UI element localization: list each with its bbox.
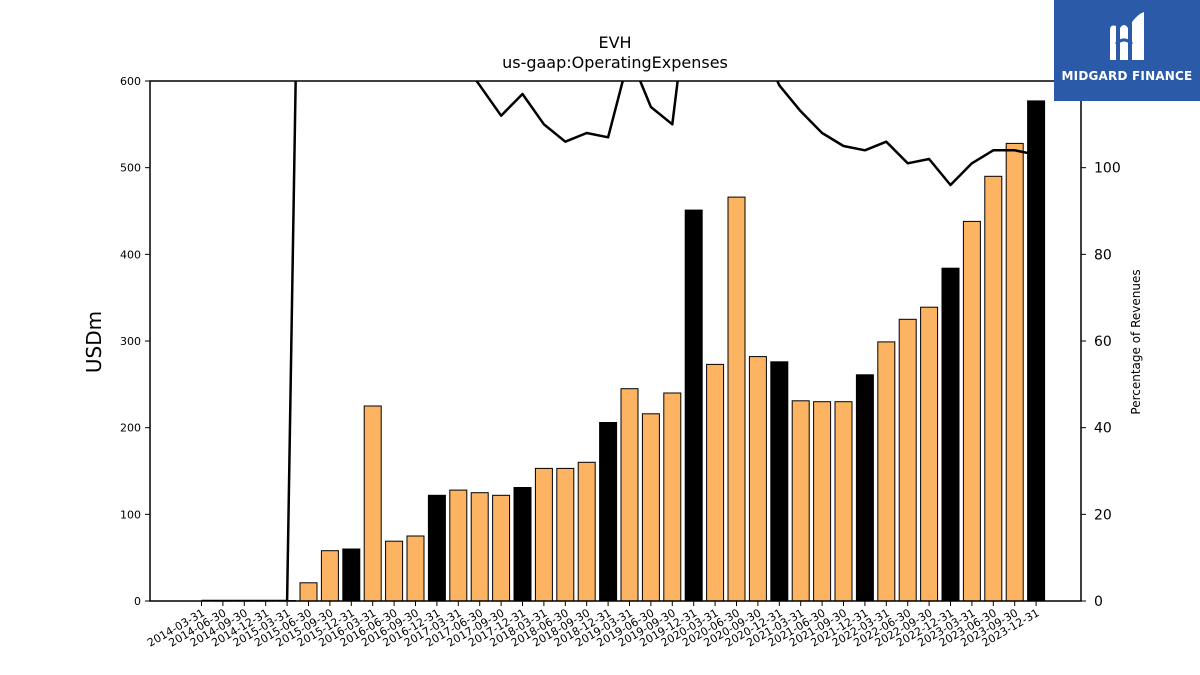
y2-tick-label: 60 [1094,334,1112,350]
bar-2019-09-30 [663,392,682,602]
bar-2023-12-31 [1027,100,1046,602]
y-tick-label: 500 [120,162,141,175]
y2-tick-label: 20 [1094,507,1112,523]
y-axis-right: 0 20 40 60 80 100 [1081,161,1121,610]
bar-2023-09-30 [1005,142,1024,602]
bar-2022-06-30 [898,318,917,602]
bar-2018-12-31 [599,422,618,602]
bar-2022-03-31 [877,341,896,602]
y2-tick-label: 80 [1094,247,1112,263]
bar-2021-09-30 [834,401,853,602]
y2-tick-label: 100 [1094,161,1121,177]
y-tick-label: 200 [120,422,141,435]
line-group [201,81,1037,601]
bar-2021-12-31 [855,374,874,602]
bar-2021-03-31 [791,400,810,602]
bar-2015-06-30 [299,582,318,602]
y-tick-label: 600 [120,75,141,88]
bars-group [213,100,1046,602]
bar-2020-03-31 [706,363,725,602]
y2-tick-label: 40 [1094,421,1112,437]
bar-2023-06-30 [984,175,1003,602]
bar-2022-09-30 [920,306,939,602]
bar-2016-09-30 [406,535,425,602]
y2-tick-label: 0 [1094,594,1103,610]
pct-revenue-line [201,81,1037,601]
y-axis-label: USDm [82,311,106,373]
bar-2017-03-31 [449,489,468,602]
bar-2017-09-30 [492,494,511,602]
y-tick-label: 300 [120,335,141,348]
y-tick-label: 0 [134,595,141,608]
y-axis-left: 0 100 200 300 400 500 600 [120,75,150,608]
bar-2016-03-31 [363,405,382,602]
bar-2020-12-31 [770,361,789,602]
bar-2016-06-30 [385,540,404,602]
bar-2019-03-31 [620,388,639,602]
bar-2023-03-31 [962,220,981,602]
y-tick-label: 400 [120,248,141,261]
bar-2019-12-31 [684,209,703,602]
bar-2022-12-31 [941,267,960,602]
bar-2020-09-30 [748,356,767,602]
brand-name: MIDGARD FINANCE [1061,69,1193,83]
bar-2018-09-30 [577,461,596,602]
brand-logo: MIDGARD FINANCE [1054,0,1200,101]
x-axis: 2014-03-312014-06-302014-09-302014-12-31… [145,601,1042,650]
bar-2018-06-30 [556,467,575,602]
y-tick-label: 100 [120,508,141,521]
bar-2019-06-30 [641,413,660,602]
chart-title: EVH [598,33,631,52]
chart-subtitle: us-gaap:OperatingExpenses [502,53,728,72]
bar-2015-09-30 [320,550,339,602]
bar-2021-06-30 [813,401,832,602]
bar-2016-12-31 [427,494,446,602]
bar-2017-06-30 [470,492,489,602]
bar-2017-12-31 [513,487,532,602]
bar-2015-12-31 [342,548,361,602]
midgard-logo-icon [1110,12,1144,60]
bar-2018-03-31 [534,467,553,602]
bar-2020-06-30 [727,196,746,602]
y2-axis-label: Percentage of Revenues [1129,269,1143,414]
